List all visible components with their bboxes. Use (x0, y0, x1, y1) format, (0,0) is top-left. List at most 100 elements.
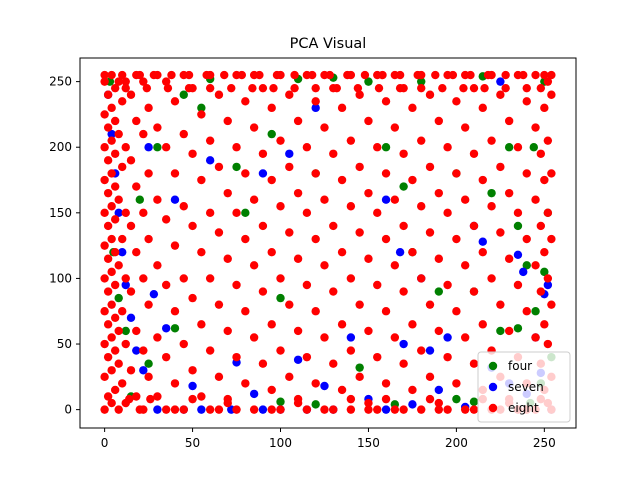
eight-point (220, 70, 229, 80)
eight-point (267, 175, 276, 185)
four-point (355, 363, 364, 372)
eight-point (536, 149, 546, 158)
eight-point (320, 261, 329, 270)
eight-point (547, 90, 556, 99)
eight-point (223, 254, 232, 263)
four-point (197, 103, 206, 113)
seven-point (149, 289, 159, 299)
eight-point (311, 169, 320, 178)
eight-point (311, 234, 320, 244)
eight-point (179, 274, 188, 283)
eight-point (114, 326, 123, 336)
eight-point (425, 300, 435, 309)
eight-point (425, 372, 435, 382)
eight-point (374, 83, 384, 93)
eight-point (241, 169, 250, 178)
eight-point (125, 394, 134, 404)
eight-point (126, 287, 136, 296)
y-tick-label: 50 (57, 337, 72, 351)
seven-point (188, 381, 197, 391)
eight-point (540, 70, 549, 80)
seven-point (258, 169, 268, 178)
eight-point (121, 143, 130, 152)
x-tick-label: 250 (533, 436, 556, 450)
eight-point (522, 234, 531, 244)
eight-point (513, 208, 523, 218)
eight-point (408, 247, 417, 257)
eight-point (103, 287, 113, 296)
eight-point (205, 83, 215, 93)
eight-point (329, 405, 338, 414)
eight-point (487, 136, 496, 145)
seven-point (144, 143, 153, 152)
eight-point (434, 116, 444, 126)
eight-point (114, 405, 123, 414)
eight-point (267, 320, 276, 329)
seven-point (258, 405, 268, 414)
eight-point (197, 320, 206, 329)
eight-point (547, 234, 556, 244)
eight-point (276, 405, 285, 414)
eight-point (390, 123, 400, 132)
four-point (153, 143, 162, 152)
eight-point (540, 175, 549, 185)
seven-point (408, 400, 417, 409)
eight-point (139, 346, 148, 355)
seven-point (311, 103, 320, 113)
seven-point (197, 405, 206, 414)
seven-legend-label: seven (508, 380, 544, 394)
eight-point (434, 398, 444, 408)
eight-point (267, 405, 276, 414)
eight-point (100, 405, 109, 414)
eight-point (107, 398, 116, 408)
eight-point (293, 188, 303, 198)
eight-point (452, 307, 461, 316)
eight-point (144, 300, 153, 309)
eight-point (110, 346, 120, 355)
eight-point (425, 394, 435, 404)
seven-point (153, 405, 162, 414)
eight-point (513, 143, 523, 152)
eight-point (504, 254, 514, 263)
eight-point (504, 116, 514, 126)
seven-point (543, 280, 553, 290)
seven-point (425, 346, 435, 355)
eight-point (118, 70, 127, 80)
eight-point (355, 90, 364, 99)
four-point (513, 324, 523, 333)
eight-point (443, 208, 452, 218)
eight-point (469, 149, 479, 158)
eight-point (170, 241, 180, 250)
eight-point (452, 97, 461, 106)
eight-point (232, 352, 241, 362)
eight-point (285, 300, 294, 309)
four-point (531, 307, 540, 316)
eight-point (478, 103, 487, 113)
eight-point (170, 405, 180, 414)
eight-point (337, 175, 347, 185)
eight-point (460, 405, 470, 414)
eight-point (460, 261, 470, 270)
four-point (504, 143, 514, 152)
four-point (170, 324, 180, 333)
eight-point (258, 83, 268, 93)
eight-point (543, 339, 553, 349)
eight-point (121, 208, 130, 218)
eight-point (329, 359, 338, 368)
eight-point (205, 136, 215, 145)
eight-point (135, 70, 144, 80)
seven-point (399, 339, 408, 349)
eight-point (248, 83, 257, 93)
four-point (121, 326, 130, 336)
chart-title: PCA Visual (290, 36, 367, 52)
eight-point (469, 287, 479, 296)
eight-point (153, 333, 162, 342)
eight-point (346, 346, 356, 355)
eight-point (149, 70, 159, 80)
eight-point (139, 129, 148, 139)
eight-point (179, 339, 188, 349)
eight-point (547, 300, 556, 309)
eight-point (381, 97, 391, 106)
eight-point (311, 307, 320, 316)
four-point (452, 394, 461, 404)
